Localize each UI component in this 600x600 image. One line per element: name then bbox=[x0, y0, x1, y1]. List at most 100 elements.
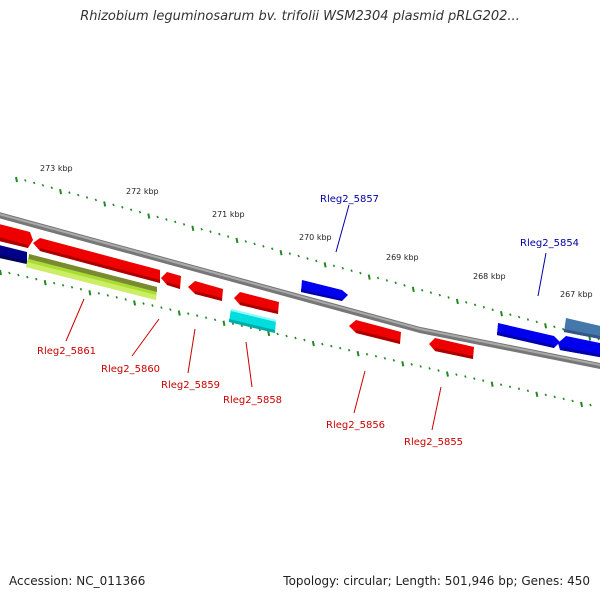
gene-rleg2-5858[interactable] bbox=[234, 292, 279, 314]
ruler-inner-minor-tick bbox=[115, 296, 118, 299]
gene-rleg2-5854[interactable] bbox=[497, 323, 560, 348]
ruler-outer-minor-tick bbox=[509, 313, 512, 316]
gene-rleg2-5861[interactable] bbox=[26, 254, 157, 300]
ruler-inner-minor-tick bbox=[392, 358, 396, 362]
gene-rleg2-5857[interactable] bbox=[301, 280, 348, 301]
map-title: Rhizobium leguminosarum bv. trifolii WSM… bbox=[80, 9, 520, 24]
ruler-outer-minor-tick bbox=[85, 196, 89, 199]
gene-rleg2-5856[interactable] bbox=[349, 320, 401, 344]
ruler-inner-minor-tick bbox=[8, 271, 11, 275]
ruler-inner-major-tick bbox=[580, 401, 584, 408]
ruler-inner-minor-tick bbox=[365, 352, 369, 356]
ruler-outer-minor-tick bbox=[121, 205, 124, 209]
ruler-outer-minor-tick bbox=[209, 230, 212, 234]
ruler-inner-major-tick bbox=[311, 340, 315, 347]
ruler-inner-minor-tick bbox=[151, 304, 154, 307]
ruler-inner-major-tick bbox=[177, 310, 181, 316]
ruler-outer-minor-tick bbox=[306, 257, 309, 260]
ruler-outer-minor-tick bbox=[262, 244, 265, 248]
gene-label-rleg2-5855[interactable]: Rleg2_5855 bbox=[404, 437, 463, 448]
ruler-inner-minor-tick bbox=[52, 281, 56, 285]
ruler-inner-major-tick bbox=[88, 290, 92, 296]
ruler-label-272: 272 kbp bbox=[126, 187, 159, 196]
ruler-inner-major-tick bbox=[267, 330, 271, 337]
ruler-outer-minor-tick bbox=[420, 288, 424, 292]
feature-right-blue[interactable] bbox=[558, 336, 600, 358]
gene-label-rleg2-5861[interactable]: Rleg2_5861 bbox=[37, 346, 96, 357]
ruler-outer-minor-tick bbox=[394, 281, 397, 285]
gene-rleg2-5855[interactable] bbox=[429, 338, 474, 359]
ruler-inner-minor-tick bbox=[544, 393, 548, 397]
ruler-inner-minor-tick bbox=[517, 387, 521, 391]
ruler-inner-minor-tick bbox=[249, 326, 253, 330]
ruler-inner-major-tick bbox=[133, 300, 137, 306]
ruler-outer-minor-tick bbox=[297, 254, 300, 258]
gene-rleg2-5860[interactable] bbox=[33, 238, 160, 283]
ruler-inner-minor-tick bbox=[294, 336, 297, 340]
ruler-inner-minor-tick bbox=[437, 369, 440, 372]
feature-right-steelblue[interactable] bbox=[564, 318, 600, 340]
ruler-outer-minor-tick bbox=[50, 186, 53, 190]
feature-left-navy[interactable] bbox=[0, 244, 27, 264]
ruler-outer-minor-tick bbox=[341, 266, 344, 270]
ruler-label-270: 270 kbp bbox=[299, 233, 332, 242]
ruler-inner-minor-tick bbox=[195, 314, 199, 318]
ruler-outer-minor-tick bbox=[359, 271, 362, 275]
ruler-inner-minor-tick bbox=[26, 275, 29, 279]
ruler-outer-minor-tick bbox=[174, 220, 177, 224]
gene-label-rleg2-5858[interactable]: Rleg2_5858 bbox=[223, 395, 282, 406]
ruler-inner-minor-tick bbox=[428, 367, 431, 370]
ruler-outer-minor-tick bbox=[218, 232, 221, 236]
ruler-outer-minor-tick bbox=[332, 264, 336, 268]
gene-label-rleg2-5856[interactable]: Rleg2_5856 bbox=[326, 420, 385, 431]
ruler-outer-minor-tick bbox=[473, 303, 477, 307]
feature-cyan[interactable] bbox=[229, 309, 276, 333]
ruler-label-268: 268 kbp bbox=[473, 272, 506, 281]
gene-label-rleg2-5859[interactable]: Rleg2_5859 bbox=[161, 380, 220, 391]
ruler-outer-minor-tick bbox=[385, 279, 389, 282]
ruler-outer-major-tick bbox=[455, 298, 459, 305]
feature-small-red[interactable] bbox=[161, 272, 181, 289]
ruler-inner-minor-tick bbox=[464, 375, 467, 378]
ruler-label-273: 273 kbp bbox=[40, 164, 73, 173]
ruler-inner-minor-tick bbox=[499, 383, 503, 387]
gene-label-rleg2-5860[interactable]: Rleg2_5860 bbox=[101, 364, 160, 375]
ruler-inner-minor-tick bbox=[347, 348, 351, 352]
ruler-inner-major-tick bbox=[222, 320, 226, 326]
ruler-inner-major-tick bbox=[490, 381, 494, 387]
gene-leader-lines bbox=[65, 204, 547, 431]
ruler-inner-minor-tick bbox=[276, 332, 279, 336]
gene-label-rleg2-5857[interactable]: Rleg2_5857 bbox=[320, 194, 379, 205]
ruler-outer-major-tick bbox=[59, 189, 63, 195]
ruler-inner-major-tick bbox=[0, 269, 2, 276]
ruler-inner-minor-tick bbox=[303, 338, 306, 342]
topology-summary: Topology: circular; Length: 501,946 bp; … bbox=[283, 574, 590, 588]
ruler-inner-minor-tick bbox=[419, 365, 422, 368]
ruler-outer-major-tick bbox=[147, 213, 151, 219]
ruler-outer-minor-tick bbox=[68, 191, 71, 194]
ruler-inner-minor-tick bbox=[187, 312, 190, 315]
ruler-outer-minor-tick bbox=[517, 315, 521, 319]
ruler-outer-minor-tick bbox=[24, 179, 27, 182]
ruler-outer-minor-tick bbox=[226, 235, 230, 238]
ruler-outer bbox=[15, 176, 600, 341]
ruler-outer-minor-tick bbox=[112, 203, 115, 207]
ruler-inner-minor-tick bbox=[410, 363, 413, 366]
ruler-outer-minor-tick bbox=[429, 291, 433, 295]
ruler-inner-minor-tick bbox=[330, 344, 333, 348]
ruler-outer-minor-tick bbox=[438, 293, 441, 297]
ruler-inner-minor-tick bbox=[285, 334, 288, 338]
ruler-outer-minor-tick bbox=[535, 320, 538, 324]
ruler-outer-minor-tick bbox=[94, 198, 98, 202]
ruler-inner-minor-tick bbox=[231, 322, 235, 326]
ruler-outer-minor-tick bbox=[138, 210, 142, 214]
gene-rleg2-5859[interactable] bbox=[188, 281, 223, 301]
ruler-outer-minor-tick bbox=[253, 242, 256, 246]
plasmid-backbone bbox=[0, 212, 600, 370]
gene-label-rleg2-5854[interactable]: Rleg2_5854 bbox=[520, 238, 579, 249]
ruler-outer-minor-tick bbox=[447, 296, 450, 299]
ruler-inner-minor-tick bbox=[35, 277, 38, 281]
ruler-outer-minor-tick bbox=[562, 327, 565, 331]
ruler-outer-minor-tick bbox=[129, 208, 133, 212]
